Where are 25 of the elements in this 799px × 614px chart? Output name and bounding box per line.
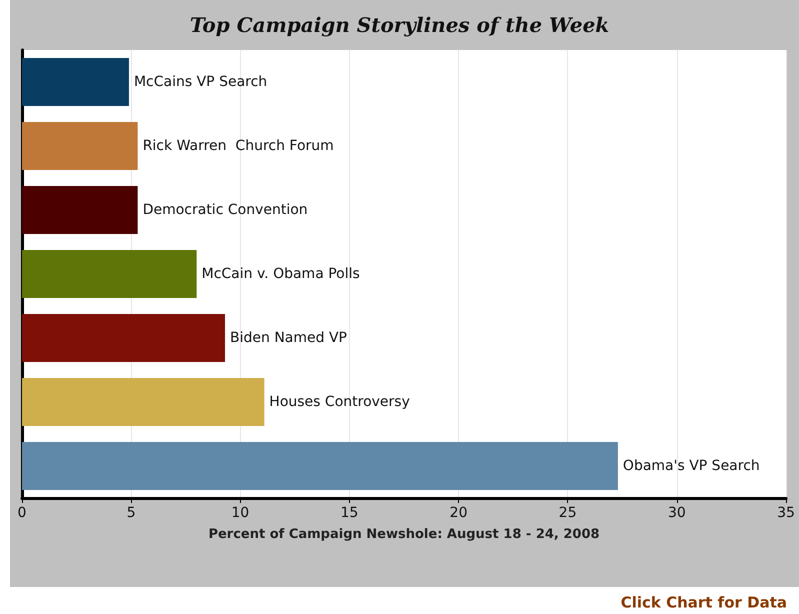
x-tick-label: 0 (18, 505, 26, 521)
x-axis-title: Percent of Campaign Newshole: August 18 - 24, 2008 (208, 527, 600, 542)
bar (22, 122, 138, 170)
x-tick-label: 30 (668, 505, 686, 521)
bar (22, 186, 138, 234)
y-tick-label: Biden Named VP (230, 330, 347, 346)
x-tick-label: 20 (450, 505, 468, 521)
x-tick-label: 15 (340, 505, 358, 521)
chart-title: Top Campaign Storylines of the Week (190, 13, 610, 37)
y-tick-label: McCain v. Obama Polls (202, 266, 360, 282)
bar (22, 378, 264, 426)
x-tick-label: 10 (231, 505, 250, 521)
y-tick-label: McCains VP Search (134, 74, 268, 90)
text: Click Chart for Data (620, 594, 787, 612)
y-tick-label: Houses Controversy (269, 394, 410, 410)
bar (22, 314, 226, 362)
bar (22, 442, 618, 490)
x-tick-label: 25 (558, 505, 577, 521)
x-tick-label: 5 (126, 505, 136, 521)
y-tick-label: Obama's VP Search (622, 458, 760, 474)
bar (22, 250, 197, 298)
x-tick-label: 35 (777, 505, 795, 521)
y-tick-label: Democratic Convention (142, 202, 308, 218)
bar (22, 58, 129, 106)
y-tick-label: Rick Warren Church Forum (142, 138, 334, 154)
